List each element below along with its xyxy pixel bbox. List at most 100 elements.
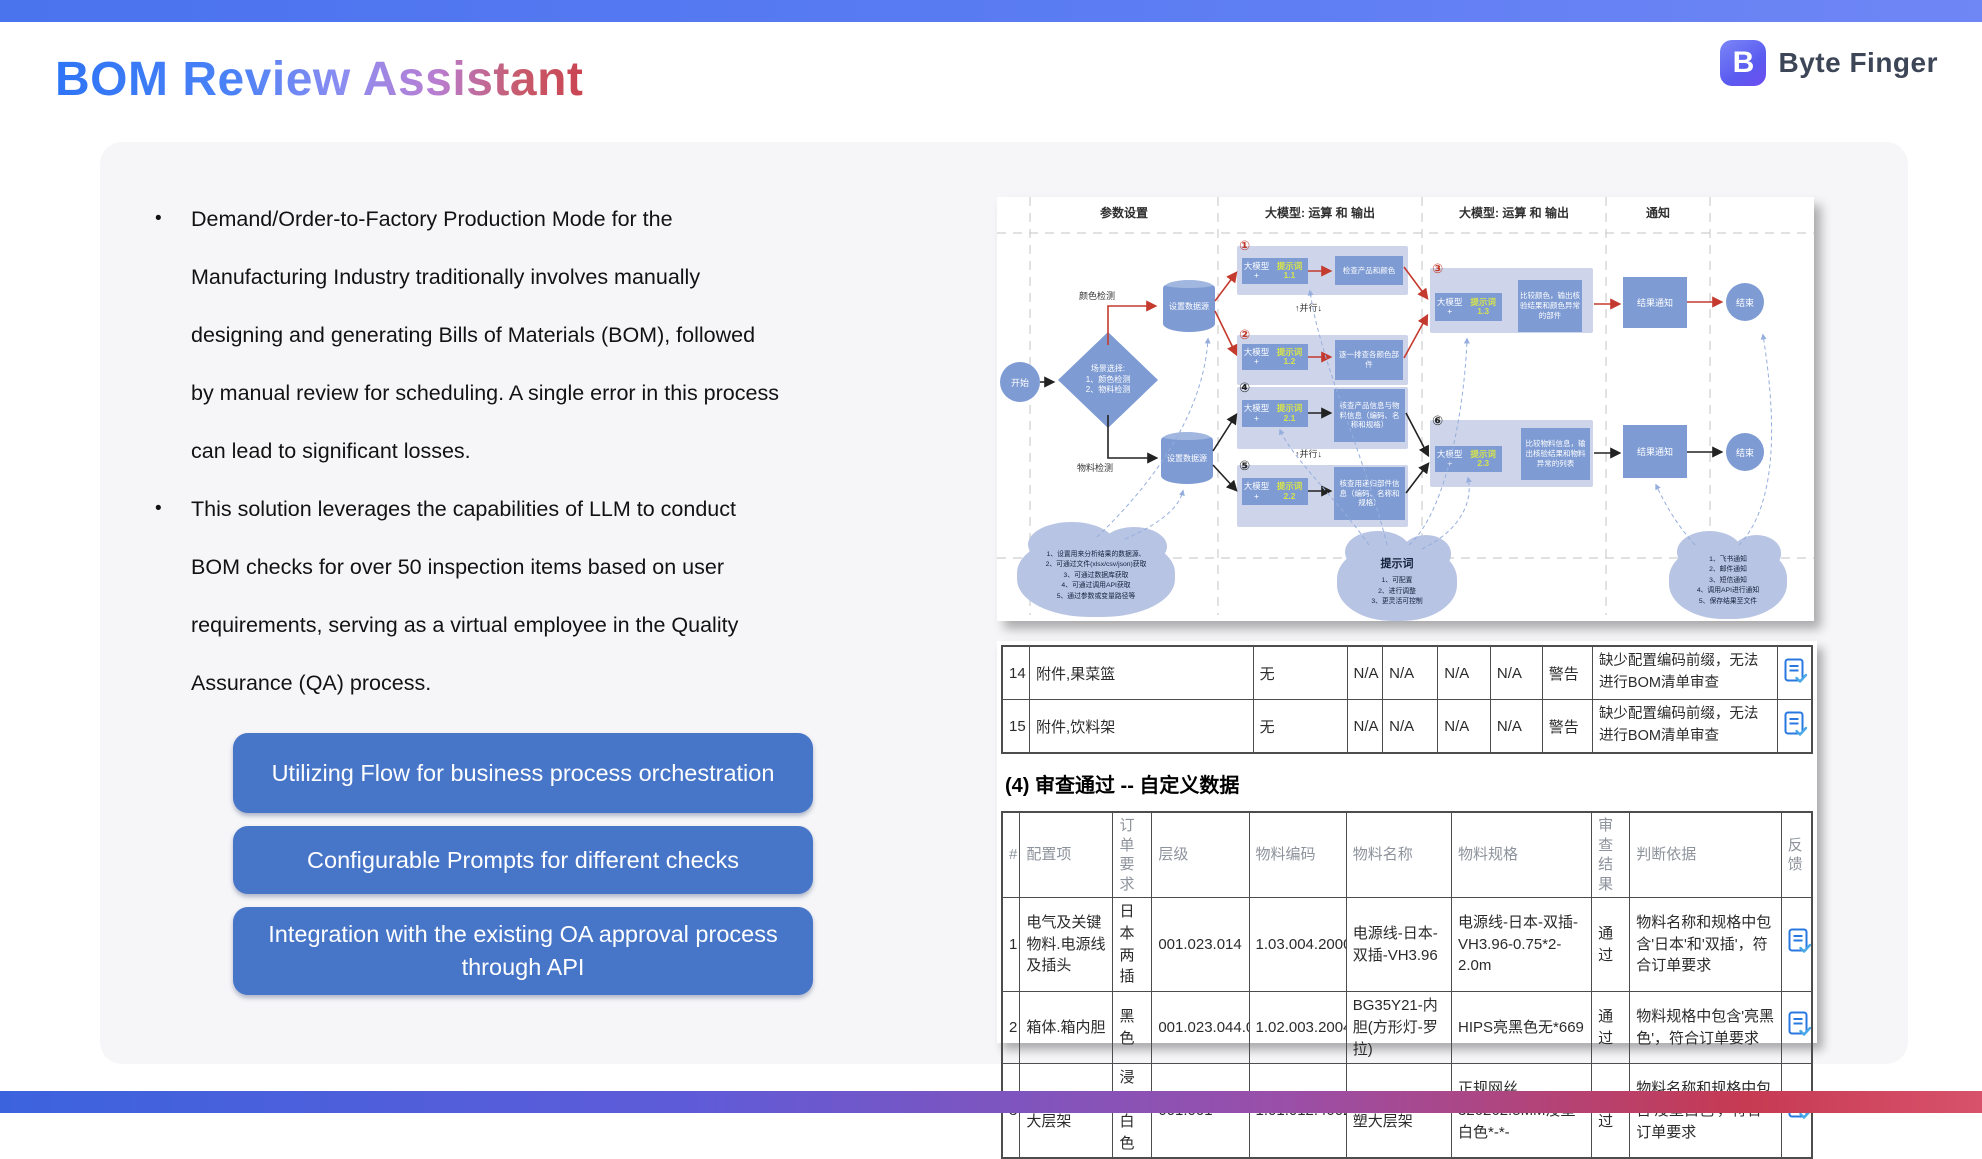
table-header-row: # 配置项 订单要求 层级 物料编码 物料名称 物料规格 审查结果 判断依据 反…	[1001, 811, 1813, 898]
col-header: 物料编码	[1248, 811, 1347, 898]
start-node: 开始	[1000, 362, 1040, 402]
bullet-text: Demand/Order-to-Factory Production Mode …	[191, 207, 779, 463]
prompt-label: 提示词 1.3	[1470, 296, 1496, 316]
bullet-item: • Demand/Order-to-Factory Production Mod…	[155, 190, 780, 480]
llm-output-1-3: 比较颜色，输出核验结果和颜色异常的部件	[1518, 280, 1582, 332]
brand-logo: B Byte Finger	[1720, 40, 1938, 86]
llm-output-2-3: 比较物料信息，输出核验结果和物料异常的列表	[1521, 428, 1590, 480]
datasource-cloud: 1、设置用来分析结果的数据源、 2、可通过文件(xlsx/csv/json)获取…	[1017, 521, 1175, 617]
row-number: 15	[1001, 699, 1031, 754]
pill-configurable-prompts[interactable]: Configurable Prompts for different check…	[233, 826, 813, 894]
prompt-label: 提示词 1.2	[1276, 346, 1303, 366]
cloud-line: 3、可通过数据库获取	[1063, 571, 1129, 579]
reason-text: 缺少配置编码前缀，无法进行BOM清单审查	[1591, 645, 1778, 700]
step-badge: ④	[1239, 380, 1251, 395]
step-badge: ②	[1239, 327, 1251, 342]
lane-header-notify: 通知	[1645, 206, 1671, 220]
parallel-label: ↑并行↓	[1295, 303, 1323, 313]
feature-pills: Utilizing Flow for business process orch…	[233, 733, 813, 995]
row-number: 2	[1001, 990, 1021, 1065]
llm-node-label: 大模型+	[1436, 296, 1463, 316]
material-name: 电源线-日本-双插-VH3.96	[1345, 897, 1453, 992]
cell-na: N/A	[1346, 699, 1384, 754]
llm-output-2-1: 核查产品信息与物料信息（编码、名称和规格）	[1334, 389, 1405, 442]
result-badge: 警告	[1541, 699, 1593, 754]
material-code: 1.02.003.200434	[1248, 990, 1347, 1065]
material-name: BG35Y21-内胆(方形灯-罗拉)	[1345, 990, 1453, 1065]
bullet-item: • This solution leverages the capabiliti…	[155, 480, 780, 712]
llm-output-1-2: 逐一排查各颜色部件	[1335, 340, 1403, 380]
llm-node-1-3: 大模型+ 提示词 1.3	[1435, 293, 1502, 321]
cell-na: N/A	[1437, 699, 1491, 754]
prompt-label: 提示词 1.1	[1276, 260, 1303, 280]
config-item: 电气及关键物料.电源线及插头	[1019, 897, 1114, 992]
llm-node-2-3: 大模型+ 提示词 2.3	[1435, 446, 1502, 472]
level-code: 001.023.044.002	[1151, 990, 1250, 1065]
datasource-color-node: 设置数据源	[1163, 280, 1215, 332]
bullet-glyph: •	[155, 498, 162, 519]
cloud-line: 3、更灵活可控制	[1371, 598, 1423, 606]
cloud-line: 1、设置用来分析结果的数据源、	[1046, 550, 1146, 558]
material-spec: HIPS亮黑色无*669	[1450, 990, 1593, 1065]
bottom-accent-bar	[0, 1091, 1982, 1113]
llm-node-2-2: 大模型+ 提示词 2.2	[1242, 478, 1308, 505]
col-header: 物料名称	[1345, 811, 1453, 898]
feedback-icon[interactable]	[1788, 928, 1812, 955]
pill-flow-orchestration[interactable]: Utilizing Flow for business process orch…	[233, 733, 813, 813]
cell-na: N/A	[1489, 699, 1543, 754]
config-item: 箱体.箱内胆	[1019, 990, 1114, 1065]
pill-oa-integration[interactable]: Integration with the existing OA approva…	[233, 907, 813, 995]
cloud-line: 1、飞书通知	[1709, 555, 1747, 563]
prompt-label: 提示词 2.1	[1276, 403, 1303, 423]
bullet-glyph: •	[155, 208, 162, 229]
bullet-text: This solution leverages the capabilities…	[191, 497, 739, 695]
lane-header-llm-2: 大模型: 运算 和 输出	[1459, 206, 1569, 220]
cell-na: N/A	[1489, 645, 1543, 700]
feedback-icon[interactable]	[1788, 1011, 1812, 1038]
step-badge: ⑤	[1239, 458, 1251, 473]
config-item: 附件,果菜篮	[1029, 645, 1254, 700]
cloud-line: 2、进行调整	[1378, 587, 1416, 595]
result-badge: 通过	[1591, 897, 1631, 992]
llm-node-2-1: 大模型+ 提示词 2.1	[1242, 400, 1308, 427]
feedback-cell	[1780, 990, 1813, 1065]
llm-group-4: ④ 大模型+ 提示词 2.1 核查产品信息与物料信息（编码、名称和规格）	[1237, 381, 1408, 449]
review-tables-panel: 14 附件,果菜篮 无 N/A N/A N/A N/A 警告 缺少配置编码前缀，…	[997, 641, 1817, 1159]
prompt-cloud: 提示词 1、可配置 2、进行调整 3、更灵活可控制	[1337, 530, 1457, 621]
col-header: 判断依据	[1629, 811, 1782, 898]
llm-node-label: 大模型+	[1436, 448, 1463, 468]
brand-name: Byte Finger	[1778, 47, 1938, 78]
feedback-icon[interactable]	[1784, 658, 1808, 685]
page-title: BOM Review Assistant	[55, 53, 584, 106]
llm-group-1: ① 大模型+ 提示词 1.1 检查产品和颜色	[1237, 239, 1408, 295]
cloud-line: 5、保存结果至文件	[1698, 597, 1758, 605]
table-row: 15 附件,饮料架 无 N/A N/A N/A N/A 警告 缺少配置编码前缀，…	[1001, 699, 1813, 754]
llm-node-label: 大模型+	[1243, 346, 1270, 366]
table-row: 1 电气及关键物料.电源线及插头 日本两插 001.023.014 1.03.0…	[1001, 897, 1813, 992]
lane-header-llm-1: 大模型: 运算 和 输出	[1265, 206, 1375, 220]
feedback-icon[interactable]	[1784, 711, 1808, 738]
row-number: 14	[1001, 645, 1031, 700]
llm-node-label: 大模型+	[1243, 260, 1270, 280]
llm-node-label: 大模型+	[1243, 481, 1270, 501]
cloud-line: 3、短信通知	[1709, 576, 1747, 584]
col-header: 层级	[1151, 811, 1250, 898]
cell-na: N/A	[1382, 645, 1439, 700]
flowchart-panel: 参数设置 大模型: 运算 和 输出 大模型: 运算 和 输出 通知 开始 场景选…	[997, 197, 1814, 621]
cloud-line: 4、调用API进行通知	[1696, 587, 1760, 595]
cloud-line: 1、可配置	[1381, 577, 1413, 585]
llm-group-2: ② 大模型+ 提示词 1.2 逐一排查各颜色部件	[1237, 328, 1408, 385]
intro-bullets: • Demand/Order-to-Factory Production Mod…	[155, 190, 780, 712]
decision-line: 1、颜色检测	[1085, 374, 1131, 384]
llm-group-5: ⑤ 大模型+ 提示词 2.2 核查用递归部件信息（编码、名称和规格）	[1237, 459, 1408, 527]
level-code: 001.023.014	[1151, 897, 1250, 992]
col-header: 反馈	[1780, 811, 1813, 898]
llm-node-label: 大模型+	[1243, 403, 1270, 423]
top-accent-bar	[0, 0, 1982, 22]
notify-node-material: 结果通知	[1623, 425, 1687, 478]
col-header: 审查结果	[1591, 811, 1631, 898]
judgement-text: 物料规格中包含'亮黑色'，符合订单要求	[1629, 990, 1782, 1065]
col-header: 订单要求	[1112, 811, 1153, 898]
cloud-line: 2、邮件通知	[1709, 566, 1747, 574]
decision-line: 场景选择:	[1090, 363, 1126, 373]
